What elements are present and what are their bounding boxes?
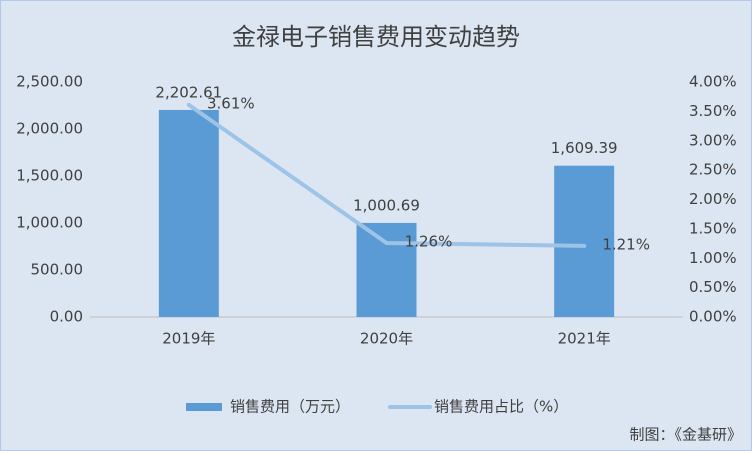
y2-tick-label: 0.00% — [689, 308, 737, 326]
legend-label: 销售费用占比（%） — [434, 398, 568, 416]
x-tick-label: 2019年 — [162, 330, 215, 348]
chart-title: 金禄电子销售费用变动趋势 — [232, 23, 520, 51]
y-tick-label: 2,000.00 — [16, 120, 83, 138]
line-value-label: 1.26% — [405, 232, 453, 250]
bar-value-label: 1,000.69 — [353, 196, 420, 214]
x-tick-label: 2021年 — [558, 330, 611, 348]
y2-tick-label: 1.00% — [689, 249, 737, 267]
y2-tick-label: 3.50% — [689, 102, 737, 120]
bar — [356, 222, 417, 317]
y2-tick-label: 1.50% — [689, 219, 737, 237]
bar — [158, 109, 219, 318]
bar — [554, 165, 615, 317]
y2-tick-label: 4.00% — [689, 73, 737, 91]
y-tick-label: 0.00 — [50, 308, 83, 326]
legend-swatch — [186, 403, 222, 411]
line — [186, 102, 587, 248]
line-value-label: 1.21% — [602, 235, 650, 253]
legend-label: 销售费用（万元） — [230, 398, 350, 416]
y2-tick-label: 2.00% — [689, 190, 737, 208]
x-tick-label: 2020年 — [360, 330, 413, 348]
y2-tick-label: 0.50% — [689, 278, 737, 296]
source-note: 制图：《金基研》 — [629, 426, 742, 444]
y-tick-label: 500.00 — [31, 261, 84, 279]
y-tick-label: 1,000.00 — [16, 214, 83, 232]
bar-value-label: 1,609.39 — [551, 139, 618, 157]
line-value-label: 3.61% — [207, 94, 255, 112]
bar-value-label: 2,202.61 — [155, 83, 222, 101]
y-tick-label: 1,500.00 — [16, 167, 83, 185]
y2-tick-label: 3.00% — [689, 131, 737, 149]
y2-tick-label: 2.50% — [689, 161, 737, 179]
y-tick-label: 2,500.00 — [16, 73, 83, 91]
